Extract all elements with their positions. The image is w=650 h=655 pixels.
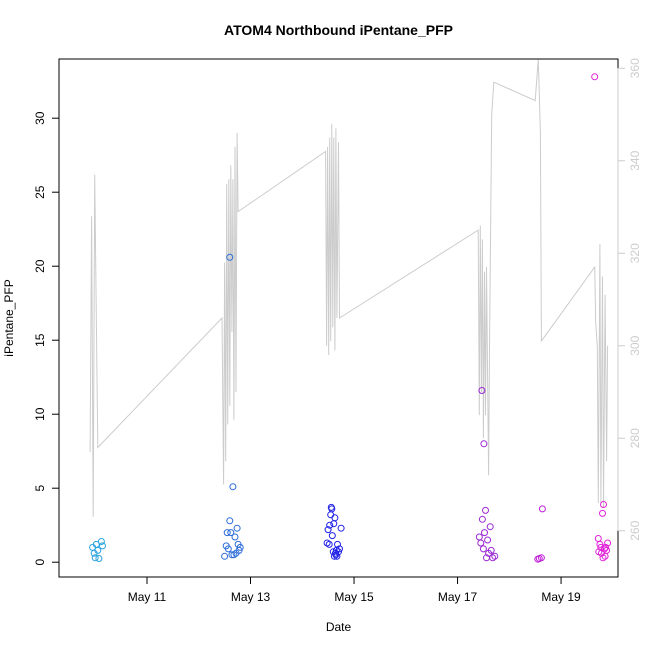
x-axis-label: Date xyxy=(326,620,352,634)
data-point xyxy=(337,524,345,532)
secondary-series-line xyxy=(89,58,609,517)
y2-tick-label: 280 xyxy=(628,428,642,448)
y-tick-label: 20 xyxy=(33,259,47,273)
x-axis: May 11 May 13 May 15 May 17 May 19 xyxy=(128,576,581,604)
data-point xyxy=(326,521,334,529)
data-point xyxy=(94,546,102,554)
x-tick-label: May 17 xyxy=(438,590,478,604)
data-point xyxy=(537,554,545,562)
data-point xyxy=(486,523,494,531)
data-point xyxy=(324,526,332,534)
y-tick-label: 30 xyxy=(33,111,47,125)
data-point xyxy=(325,540,333,548)
data-point xyxy=(591,73,599,81)
y2-tick-label: 340 xyxy=(628,150,642,170)
y-axis-label: iPentane_PFP xyxy=(2,279,16,356)
data-point xyxy=(604,539,612,547)
data-points-group xyxy=(89,73,612,563)
data-point xyxy=(482,506,489,514)
data-point xyxy=(235,546,243,554)
x-tick-label: May 11 xyxy=(128,590,167,604)
y2-tick-label: 300 xyxy=(628,335,642,355)
data-point xyxy=(233,524,241,532)
x-tick-label: May 19 xyxy=(541,590,581,604)
data-point xyxy=(334,540,341,548)
data-point xyxy=(484,536,492,544)
data-point xyxy=(95,555,103,562)
data-point xyxy=(601,545,608,553)
data-point xyxy=(91,554,99,562)
data-point xyxy=(230,551,238,559)
data-point xyxy=(596,540,604,548)
data-point xyxy=(599,554,607,562)
secondary-series-line-group xyxy=(89,58,609,517)
data-point xyxy=(97,538,105,545)
data-point xyxy=(479,545,487,553)
data-point xyxy=(221,552,229,560)
y-tick-label: 15 xyxy=(33,333,47,347)
x-tick-label: May 13 xyxy=(231,590,271,604)
y-axis-left: 0 5 10 15 20 25 30 xyxy=(33,111,60,566)
data-point xyxy=(330,552,338,560)
x-tick-label: May 15 xyxy=(334,590,374,604)
data-point xyxy=(333,552,341,560)
data-point xyxy=(336,545,343,553)
data-point xyxy=(231,533,239,541)
data-point xyxy=(538,505,546,513)
chart-title: ATOM4 Northbound iPentane_PFP xyxy=(224,22,453,38)
data-point xyxy=(603,546,611,554)
data-point xyxy=(487,546,495,554)
y-tick-label: 10 xyxy=(33,407,47,421)
data-point xyxy=(602,543,610,551)
data-point xyxy=(328,532,336,540)
y-axis-right: 260 280 300 320 340 360 xyxy=(617,58,642,541)
data-point xyxy=(481,529,488,537)
y-tick-label: 0 xyxy=(33,559,47,566)
data-point xyxy=(600,501,607,508)
data-point xyxy=(224,545,232,553)
data-point xyxy=(99,542,106,550)
data-point xyxy=(489,554,497,562)
data-point xyxy=(226,253,234,261)
data-point xyxy=(227,529,235,537)
data-point xyxy=(223,529,231,537)
data-point xyxy=(328,505,336,513)
data-point xyxy=(236,543,244,551)
data-point xyxy=(478,387,486,394)
data-point xyxy=(331,514,339,522)
data-point xyxy=(226,517,234,525)
y2-tick-label: 260 xyxy=(628,520,642,540)
data-point xyxy=(335,548,342,556)
data-point xyxy=(228,551,236,559)
data-point xyxy=(478,515,486,523)
y2-tick-label: 320 xyxy=(628,243,642,263)
y-tick-label: 25 xyxy=(33,185,47,199)
data-point xyxy=(599,509,606,517)
y2-tick-label: 360 xyxy=(628,58,642,78)
data-point xyxy=(480,440,488,448)
data-point xyxy=(229,483,237,491)
data-point xyxy=(477,539,485,547)
data-point xyxy=(491,552,499,560)
y-tick-label: 5 xyxy=(33,485,47,492)
